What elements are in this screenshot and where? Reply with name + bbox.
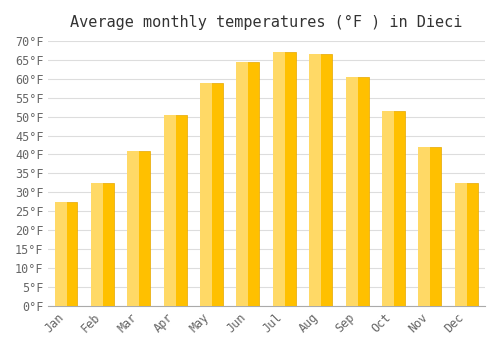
Bar xyxy=(91,183,103,306)
Bar xyxy=(238,62,260,306)
Bar xyxy=(383,111,405,306)
Bar xyxy=(56,202,78,306)
Bar xyxy=(274,52,296,306)
Bar xyxy=(346,77,358,306)
Bar xyxy=(420,147,442,306)
Bar xyxy=(418,147,430,306)
Bar xyxy=(165,115,186,306)
Bar xyxy=(54,202,66,306)
Bar xyxy=(310,54,322,306)
Bar xyxy=(382,111,394,306)
Bar xyxy=(128,150,140,306)
Bar xyxy=(92,183,114,306)
Bar xyxy=(273,52,285,306)
Title: Average monthly temperatures (°F ) in Dieci: Average monthly temperatures (°F ) in Di… xyxy=(70,15,463,30)
Bar xyxy=(310,54,332,306)
Bar xyxy=(200,83,212,306)
Bar xyxy=(164,115,175,306)
Bar xyxy=(236,62,248,306)
Bar xyxy=(456,183,477,306)
Bar xyxy=(346,77,368,306)
Bar xyxy=(455,183,467,306)
Bar xyxy=(201,83,223,306)
Bar xyxy=(128,150,150,306)
